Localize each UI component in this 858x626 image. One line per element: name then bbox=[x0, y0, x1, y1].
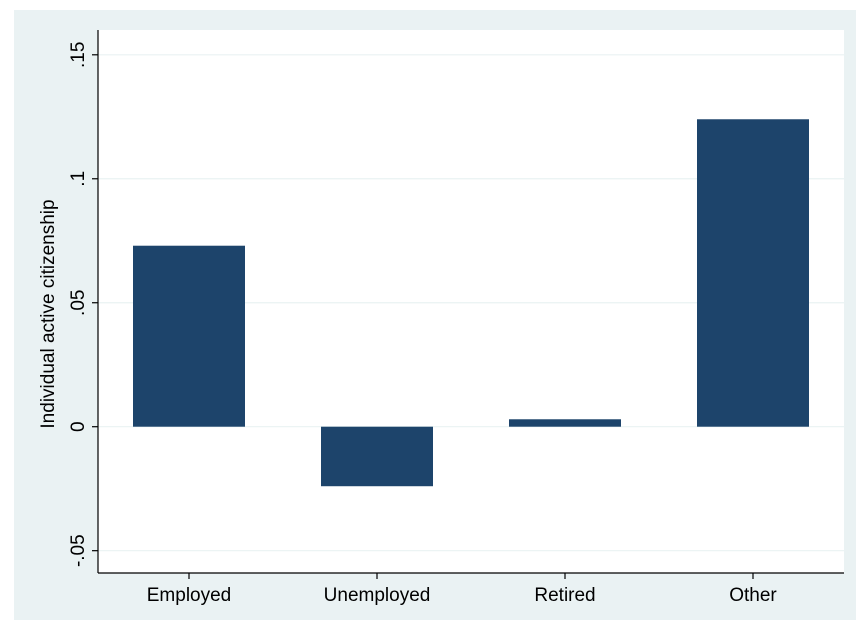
x-tick-label-other: Other bbox=[729, 585, 777, 606]
y-axis-title: Individual active citizenship bbox=[38, 199, 59, 428]
x-tick-label-employed: Employed bbox=[147, 585, 232, 606]
y-tick-label: -.05 bbox=[68, 534, 89, 567]
bar-employed bbox=[133, 245, 245, 427]
x-ticks: Employed Unemployed Retired Other bbox=[147, 573, 777, 606]
bar-retired bbox=[509, 419, 621, 427]
y-tick-label: .15 bbox=[68, 42, 89, 68]
bar-unemployed bbox=[321, 426, 433, 487]
y-tick-label: 0 bbox=[68, 421, 89, 432]
x-tick-label-unemployed: Unemployed bbox=[324, 585, 431, 606]
bar-other bbox=[697, 119, 809, 427]
bars bbox=[133, 119, 809, 487]
y-tick-label: .05 bbox=[68, 290, 89, 316]
y-tick-label: .1 bbox=[68, 171, 89, 187]
y-ticks: -.05 0 .05 .1 .15 bbox=[68, 42, 98, 567]
x-tick-label-retired: Retired bbox=[534, 585, 595, 606]
